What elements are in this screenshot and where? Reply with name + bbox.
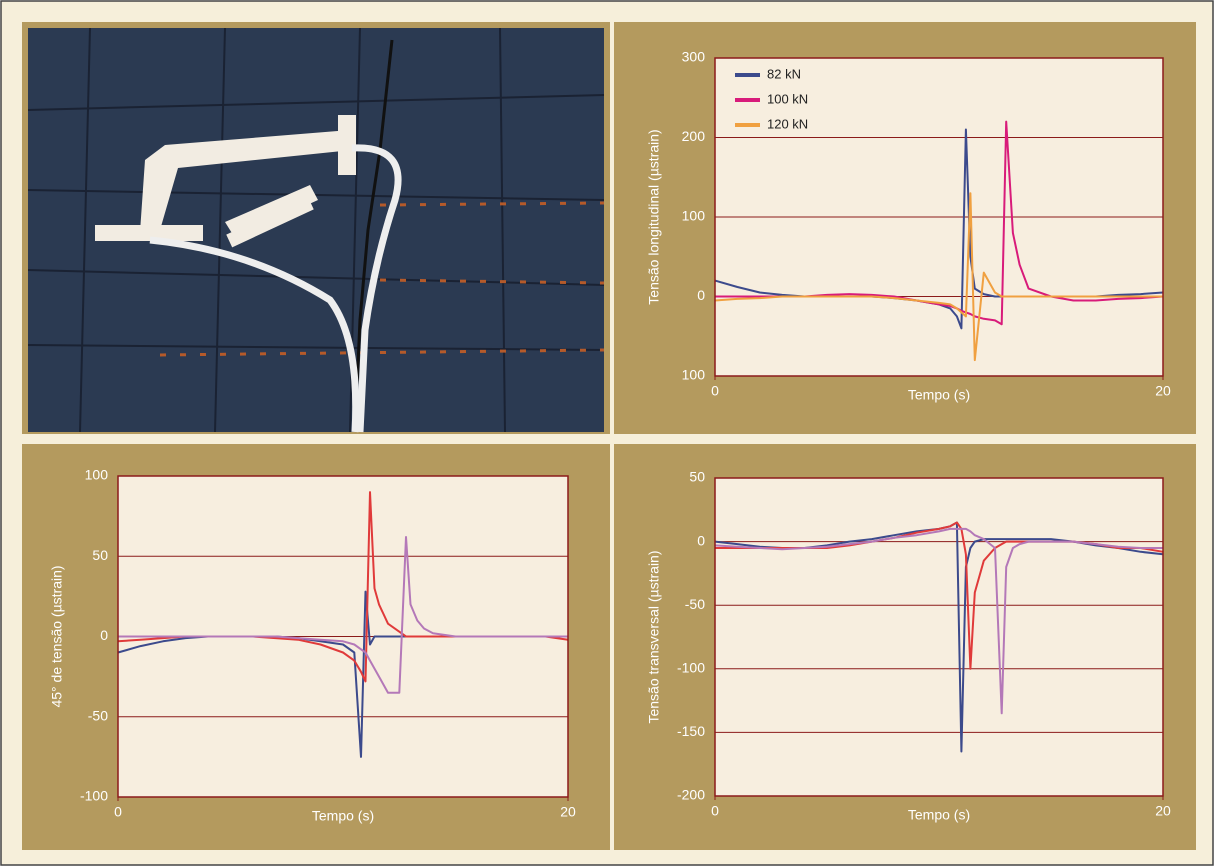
y-axis-label: 45° de tensão (µstrain)	[49, 565, 65, 707]
y-tick-label: -200	[677, 787, 705, 803]
y-tick-label: -50	[685, 596, 705, 612]
y-tick-label: -100	[677, 660, 705, 676]
y-tick-label: 200	[682, 128, 706, 144]
y-tick-label: 100	[85, 467, 109, 483]
y-tick-label: -50	[88, 707, 108, 723]
x-axis-label: Tempo (s)	[908, 807, 970, 823]
x-tick-label: 0	[114, 804, 122, 820]
photo-cable	[149, 236, 360, 433]
x-tick-label: 20	[560, 804, 576, 820]
chart: 50 0 -50 -100 -150 -200 0 20 Tempo (s) Tensão tra…	[646, 469, 1171, 823]
plot-border	[714, 477, 1164, 797]
chart: 100 50 0 -50 -100 0 20 Tempo (s) 45° de tensão (…	[49, 467, 576, 824]
y-tick-label: 0	[697, 532, 705, 548]
photo-crack	[353, 39, 394, 433]
y-tick-label: 0	[697, 287, 705, 303]
chart: 300 200 100 0 100 0 20 Tempo (s) Tensão longitud…	[646, 49, 1171, 403]
series-line	[118, 536, 568, 694]
y-tick-label: 50	[689, 469, 705, 485]
photo-cable	[351, 144, 402, 433]
plot-border	[117, 475, 569, 798]
y-tick-label: -100	[80, 788, 108, 804]
legend-label: 82 kN	[767, 66, 801, 81]
x-tick-label: 20	[1155, 383, 1171, 399]
plot-border	[714, 57, 1164, 377]
y-tick-label: 100	[682, 367, 706, 383]
legend-label: 100 kN	[767, 91, 808, 106]
legend-label: 120 kN	[767, 116, 808, 131]
y-axis-label: Tensão longitudinal (µstrain)	[646, 129, 662, 304]
y-tick-label: 0	[100, 627, 108, 643]
y-tick-label: 100	[682, 208, 706, 224]
series-line	[714, 192, 1163, 362]
x-tick-label: 0	[711, 383, 719, 399]
x-tick-label: 20	[1155, 803, 1171, 819]
x-axis-label: Tempo (s)	[908, 387, 970, 403]
x-axis-label: Tempo (s)	[312, 808, 374, 824]
photo	[27, 27, 605, 433]
photo-gauge	[95, 115, 356, 248]
legend: 82 kN 100 kN 120 kN	[735, 66, 808, 131]
y-tick-label: 50	[92, 547, 108, 563]
y-tick-label: 300	[682, 49, 706, 65]
plot-area	[715, 478, 1163, 796]
y-tick-label: -150	[677, 723, 705, 739]
series-line	[714, 521, 1164, 753]
y-axis-label: Tensão transversal (µstrain)	[646, 550, 662, 723]
series-line	[714, 527, 1163, 715]
photo-rust	[159, 201, 605, 357]
x-tick-label: 0	[711, 803, 719, 819]
